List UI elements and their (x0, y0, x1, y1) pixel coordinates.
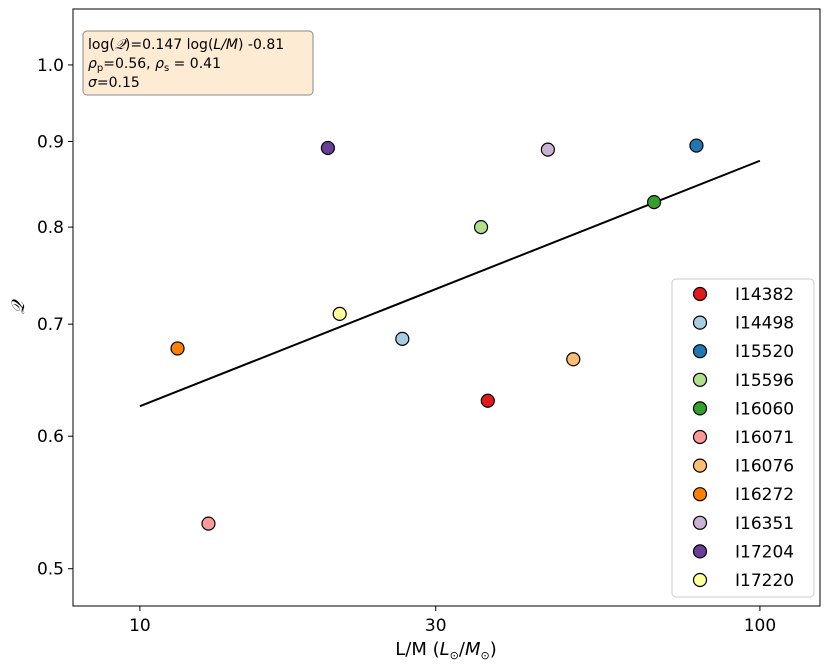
legend-marker-i16060 (692, 401, 708, 416)
y-tick-label: 0.5 (37, 560, 64, 580)
legend-marker-i17220 (692, 572, 708, 588)
point-i17204 (320, 140, 335, 156)
data-points (170, 138, 704, 531)
point-i16060 (646, 195, 662, 210)
legend-label-i15596: I15596 (735, 371, 794, 391)
legend-label-i14382: I14382 (735, 285, 794, 305)
annotation-box: log(𝒬)=0.147 log(L/M) -0.81 ρp=0.56, ρs … (82, 30, 314, 96)
point-i16272 (170, 341, 185, 356)
point-i16351 (540, 142, 555, 157)
legend-marker-i14498 (692, 315, 708, 330)
annotation-background (82, 30, 314, 96)
legend-label-i15520: I15520 (735, 342, 794, 362)
legend-label-i16076: I16076 (735, 457, 794, 477)
legend-label-i16060: I16060 (735, 399, 794, 419)
point-i16076 (566, 352, 581, 367)
point-i16071 (201, 516, 216, 531)
annotation-line-2: ρp=0.56, ρs = 0.41 (88, 56, 221, 74)
x-axis-label: L/M (L⊙/M⊙) (395, 639, 496, 662)
x-tick-label: 100 (744, 616, 776, 636)
legend-marker-i14382 (692, 286, 708, 302)
legend-marker-i16351 (692, 515, 708, 530)
legend-marker-i15520 (692, 344, 708, 359)
point-i15596 (473, 220, 489, 235)
point-i14498 (395, 331, 410, 346)
x-tick-label: 30 (425, 616, 447, 636)
legend-label-i16351: I16351 (735, 514, 794, 534)
legend-label-i16071: I16071 (735, 428, 794, 448)
legend-marker-i16272 (692, 487, 708, 502)
y-tick-label: 0.7 (37, 315, 64, 335)
legend-background (671, 278, 815, 598)
y-axis: 0.5 0.6 0.7 0.8 0.9 1.0 (37, 56, 73, 580)
legend-label-i17220: I17220 (735, 571, 794, 591)
y-axis-label: 𝒬 (8, 298, 29, 314)
legend-marker-i16071 (692, 429, 708, 445)
legend-marker-i15596 (692, 372, 708, 387)
point-i14382 (480, 393, 495, 408)
annotation-line-1: log(𝒬)=0.147 log(L/M) -0.81 (88, 37, 284, 53)
legend-marker-i16076 (692, 458, 708, 473)
legend-marker-i17204 (692, 544, 708, 559)
legend-label-i16272: I16272 (735, 485, 794, 505)
y-tick-label: 0.8 (37, 218, 64, 238)
annotation-line-3: σ=0.15 (88, 75, 140, 91)
y-tick-label: 0.9 (37, 133, 64, 153)
point-i17220 (332, 306, 347, 321)
point-i15520 (689, 138, 704, 153)
x-axis: 10 30 100 (129, 606, 776, 636)
legend-label-i14498: I14498 (735, 314, 794, 334)
y-tick-label: 1.0 (37, 56, 64, 76)
x-tick-label: 10 (129, 616, 151, 636)
y-tick-label: 0.6 (37, 427, 64, 447)
plot-area-frame (72, 8, 821, 607)
legend: I14382 I14498 I15520 I15596 I16060 I16071 I160… (671, 278, 815, 598)
legend-label-i17204: I17204 (735, 542, 794, 562)
